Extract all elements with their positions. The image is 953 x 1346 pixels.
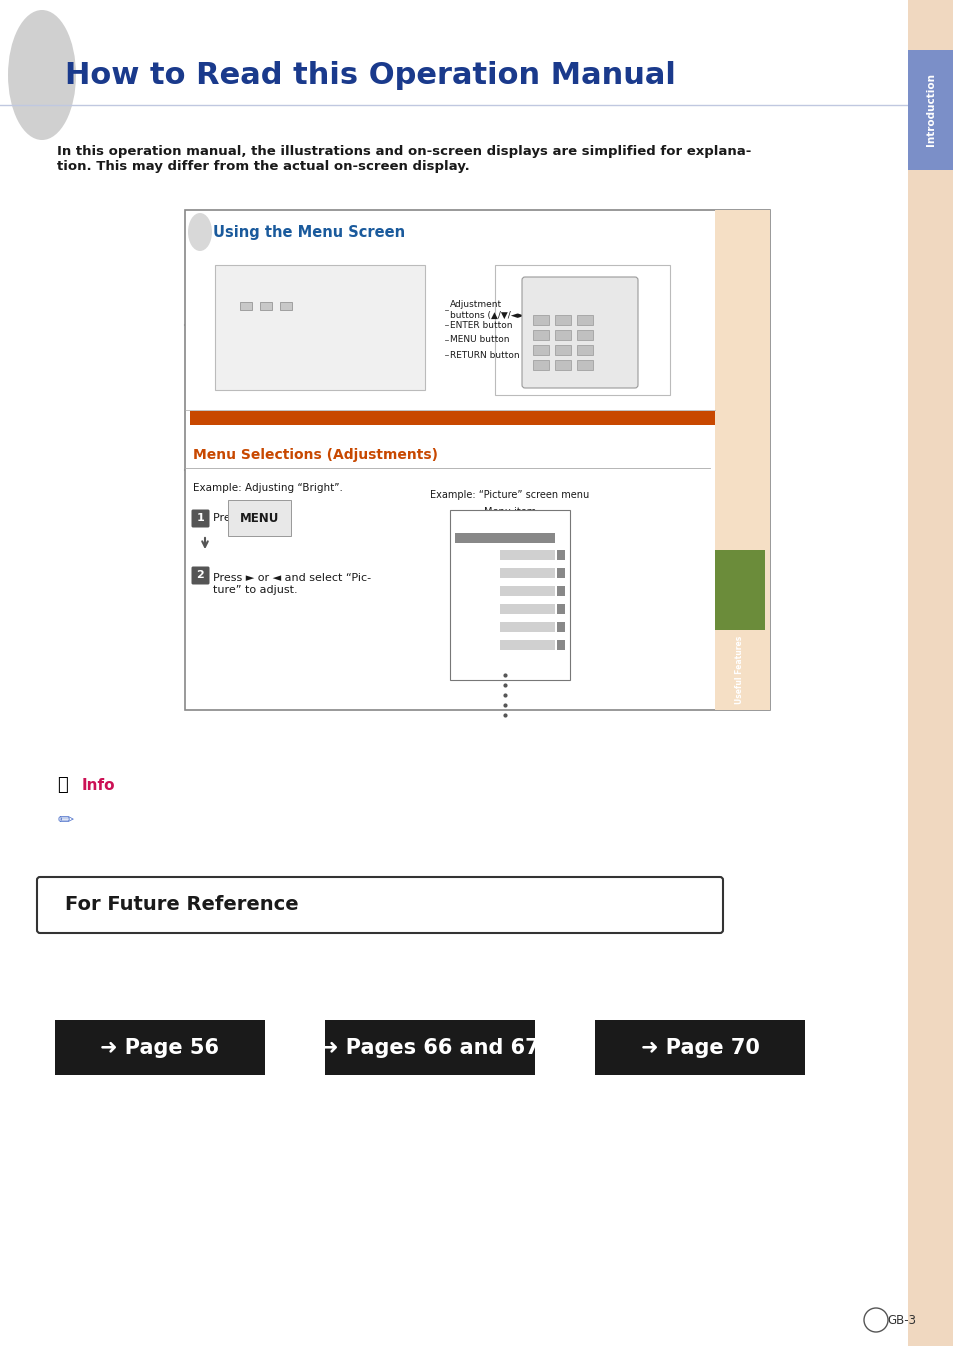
Bar [185,210,769,709]
Text: Introduction: Introduction [925,74,935,147]
Text: Using the Menu Screen: Using the Menu Screen [213,225,405,240]
Bar [555,345,571,355]
Bar [499,604,555,614]
Bar [495,265,669,394]
FancyBboxPatch shape [37,878,722,933]
Bar [555,359,571,370]
Bar [557,586,564,596]
Bar [455,533,555,542]
Bar [533,359,548,370]
Bar [499,622,555,633]
Bar [595,1020,804,1075]
Text: ➜ Pages 66 and 67: ➜ Pages 66 and 67 [320,1038,538,1058]
Text: How to Read this Operation Manual: How to Read this Operation Manual [65,61,675,89]
Bar [499,551,555,560]
Ellipse shape [188,213,212,250]
Ellipse shape [8,9,76,140]
Bar [280,302,292,310]
Bar [325,1020,535,1075]
Text: In this operation manual, the illustrations and on-screen displays are simplifie: In this operation manual, the illustrati… [57,145,751,174]
Bar [499,639,555,650]
Bar [557,568,564,577]
Bar [577,330,593,341]
Text: ✏: ✏ [57,810,73,829]
Text: ➜ Page 70: ➜ Page 70 [639,1038,759,1058]
Bar [499,568,555,577]
Bar [533,345,548,355]
Text: ENTER button: ENTER button [450,320,512,330]
Bar [714,551,764,630]
Text: 📕: 📕 [57,777,68,794]
Text: 1: 1 [196,513,204,524]
Bar [55,1020,265,1075]
Text: Press ► or ◄ and select “Pic-
ture” to adjust.: Press ► or ◄ and select “Pic- ture” to a… [213,573,371,595]
Text: RETURN button: RETURN button [450,350,519,359]
Text: Info: Info [82,778,115,793]
Text: Menu item: Menu item [483,507,536,517]
Text: Menu Selections (Adjustments): Menu Selections (Adjustments) [193,448,437,462]
Text: MENU button: MENU button [450,335,509,345]
Bar [260,302,272,310]
FancyBboxPatch shape [192,510,210,528]
Bar [555,330,571,341]
Text: 2: 2 [196,569,204,580]
Bar [577,359,593,370]
Bar [214,265,424,390]
Bar [577,345,593,355]
Bar [533,330,548,341]
FancyBboxPatch shape [192,567,210,584]
Bar [533,315,548,324]
Bar [907,50,953,170]
Text: MENU: MENU [240,511,279,525]
Bar [557,604,564,614]
Bar [557,551,564,560]
Bar [555,315,571,324]
Text: For Future Reference: For Future Reference [65,895,298,914]
Bar [450,510,569,680]
Text: ➜ Page 56: ➜ Page 56 [100,1038,219,1058]
Text: GB-3: GB-3 [886,1314,915,1327]
Bar [577,315,593,324]
Bar [907,0,953,1346]
Text: Useful Features: Useful Features [735,635,743,704]
Text: ▲ ▼ ◀▶: ▲ ▼ ◀▶ [536,296,583,308]
Text: Adjustment
buttons (▲/▼/◄►): Adjustment buttons (▲/▼/◄►) [450,300,527,320]
Bar [499,586,555,596]
Bar [190,411,714,425]
Text: Example: Adjusting “Bright”.: Example: Adjusting “Bright”. [193,483,342,493]
Text: Press: Press [213,513,246,524]
Bar [557,622,564,633]
Bar [557,639,564,650]
Text: Example: “Picture” screen menu: Example: “Picture” screen menu [430,490,589,499]
FancyBboxPatch shape [521,277,638,388]
Bar [240,302,252,310]
Bar [714,210,769,709]
